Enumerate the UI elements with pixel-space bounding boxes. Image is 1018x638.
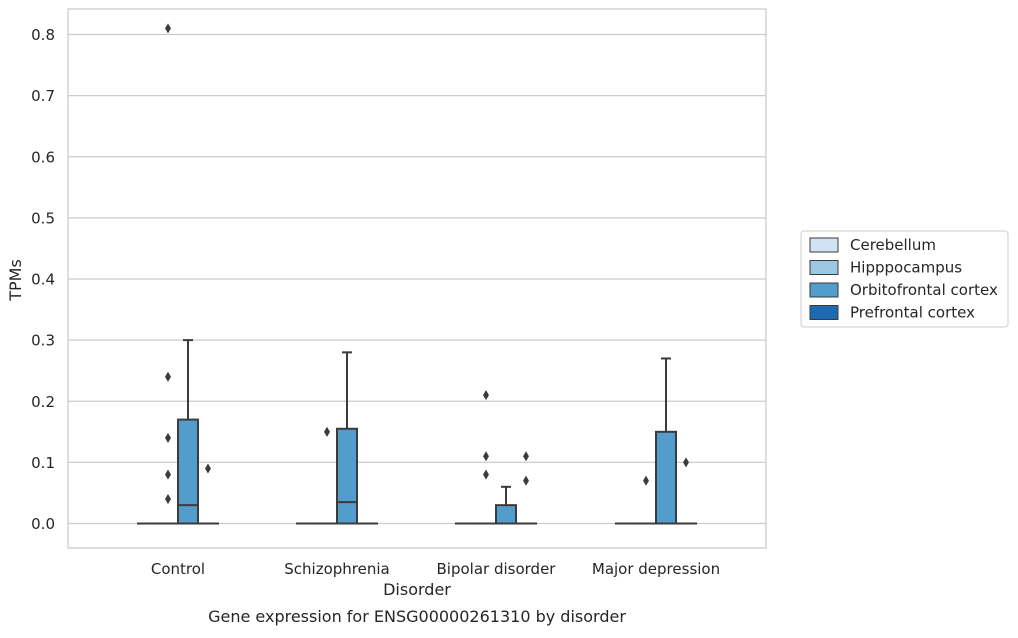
y-tick-label: 0.7 bbox=[31, 87, 55, 105]
chart-caption: Gene expression for ENSG00000261310 by d… bbox=[208, 607, 626, 626]
legend-swatch bbox=[810, 306, 838, 320]
legend-swatch bbox=[810, 283, 838, 297]
box-iqr bbox=[656, 432, 676, 524]
legend-item: Cerebellum bbox=[810, 236, 936, 254]
legend-label: Orbitofrontal cortex bbox=[850, 281, 998, 299]
box-iqr bbox=[178, 420, 198, 524]
y-tick-label: 0.3 bbox=[31, 332, 55, 350]
y-axis-ticks: 0.0 0.1 0.2 0.3 0.4 0.5 0.6 0.7 0.8 bbox=[31, 26, 55, 533]
legend-swatch bbox=[810, 261, 838, 275]
x-tick-label: Bipolar disorder bbox=[437, 560, 557, 578]
legend-label: Hipppocampus bbox=[850, 259, 962, 277]
x-tick-label: Control bbox=[151, 560, 205, 578]
x-axis-ticks: Control Schizophrenia Bipolar disorder Majo… bbox=[151, 560, 720, 578]
y-axis-label: TPMs bbox=[6, 259, 25, 302]
legend-label: Prefrontal cortex bbox=[850, 304, 975, 322]
y-tick-label: 0.0 bbox=[31, 515, 55, 533]
legend-item: Hipppocampus bbox=[810, 259, 962, 277]
legend-item: Prefrontal cortex bbox=[810, 304, 975, 322]
legend: Cerebellum Hipppocampus Orbitofrontal cort… bbox=[801, 231, 1008, 327]
y-tick-label: 0.4 bbox=[31, 271, 55, 289]
x-tick-label: Major depression bbox=[592, 560, 720, 578]
x-axis-label: Disorder bbox=[383, 580, 451, 599]
y-tick-label: 0.6 bbox=[31, 148, 55, 166]
box-iqr bbox=[337, 429, 357, 524]
y-tick-label: 0.8 bbox=[31, 26, 55, 44]
x-tick-label: Schizophrenia bbox=[284, 560, 389, 578]
y-tick-label: 0.1 bbox=[31, 454, 55, 472]
box-iqr bbox=[496, 505, 516, 523]
legend-swatch bbox=[810, 238, 838, 252]
y-tick-label: 0.2 bbox=[31, 393, 55, 411]
legend-item: Orbitofrontal cortex bbox=[810, 281, 998, 299]
y-tick-label: 0.5 bbox=[31, 209, 55, 227]
legend-label: Cerebellum bbox=[850, 236, 936, 254]
